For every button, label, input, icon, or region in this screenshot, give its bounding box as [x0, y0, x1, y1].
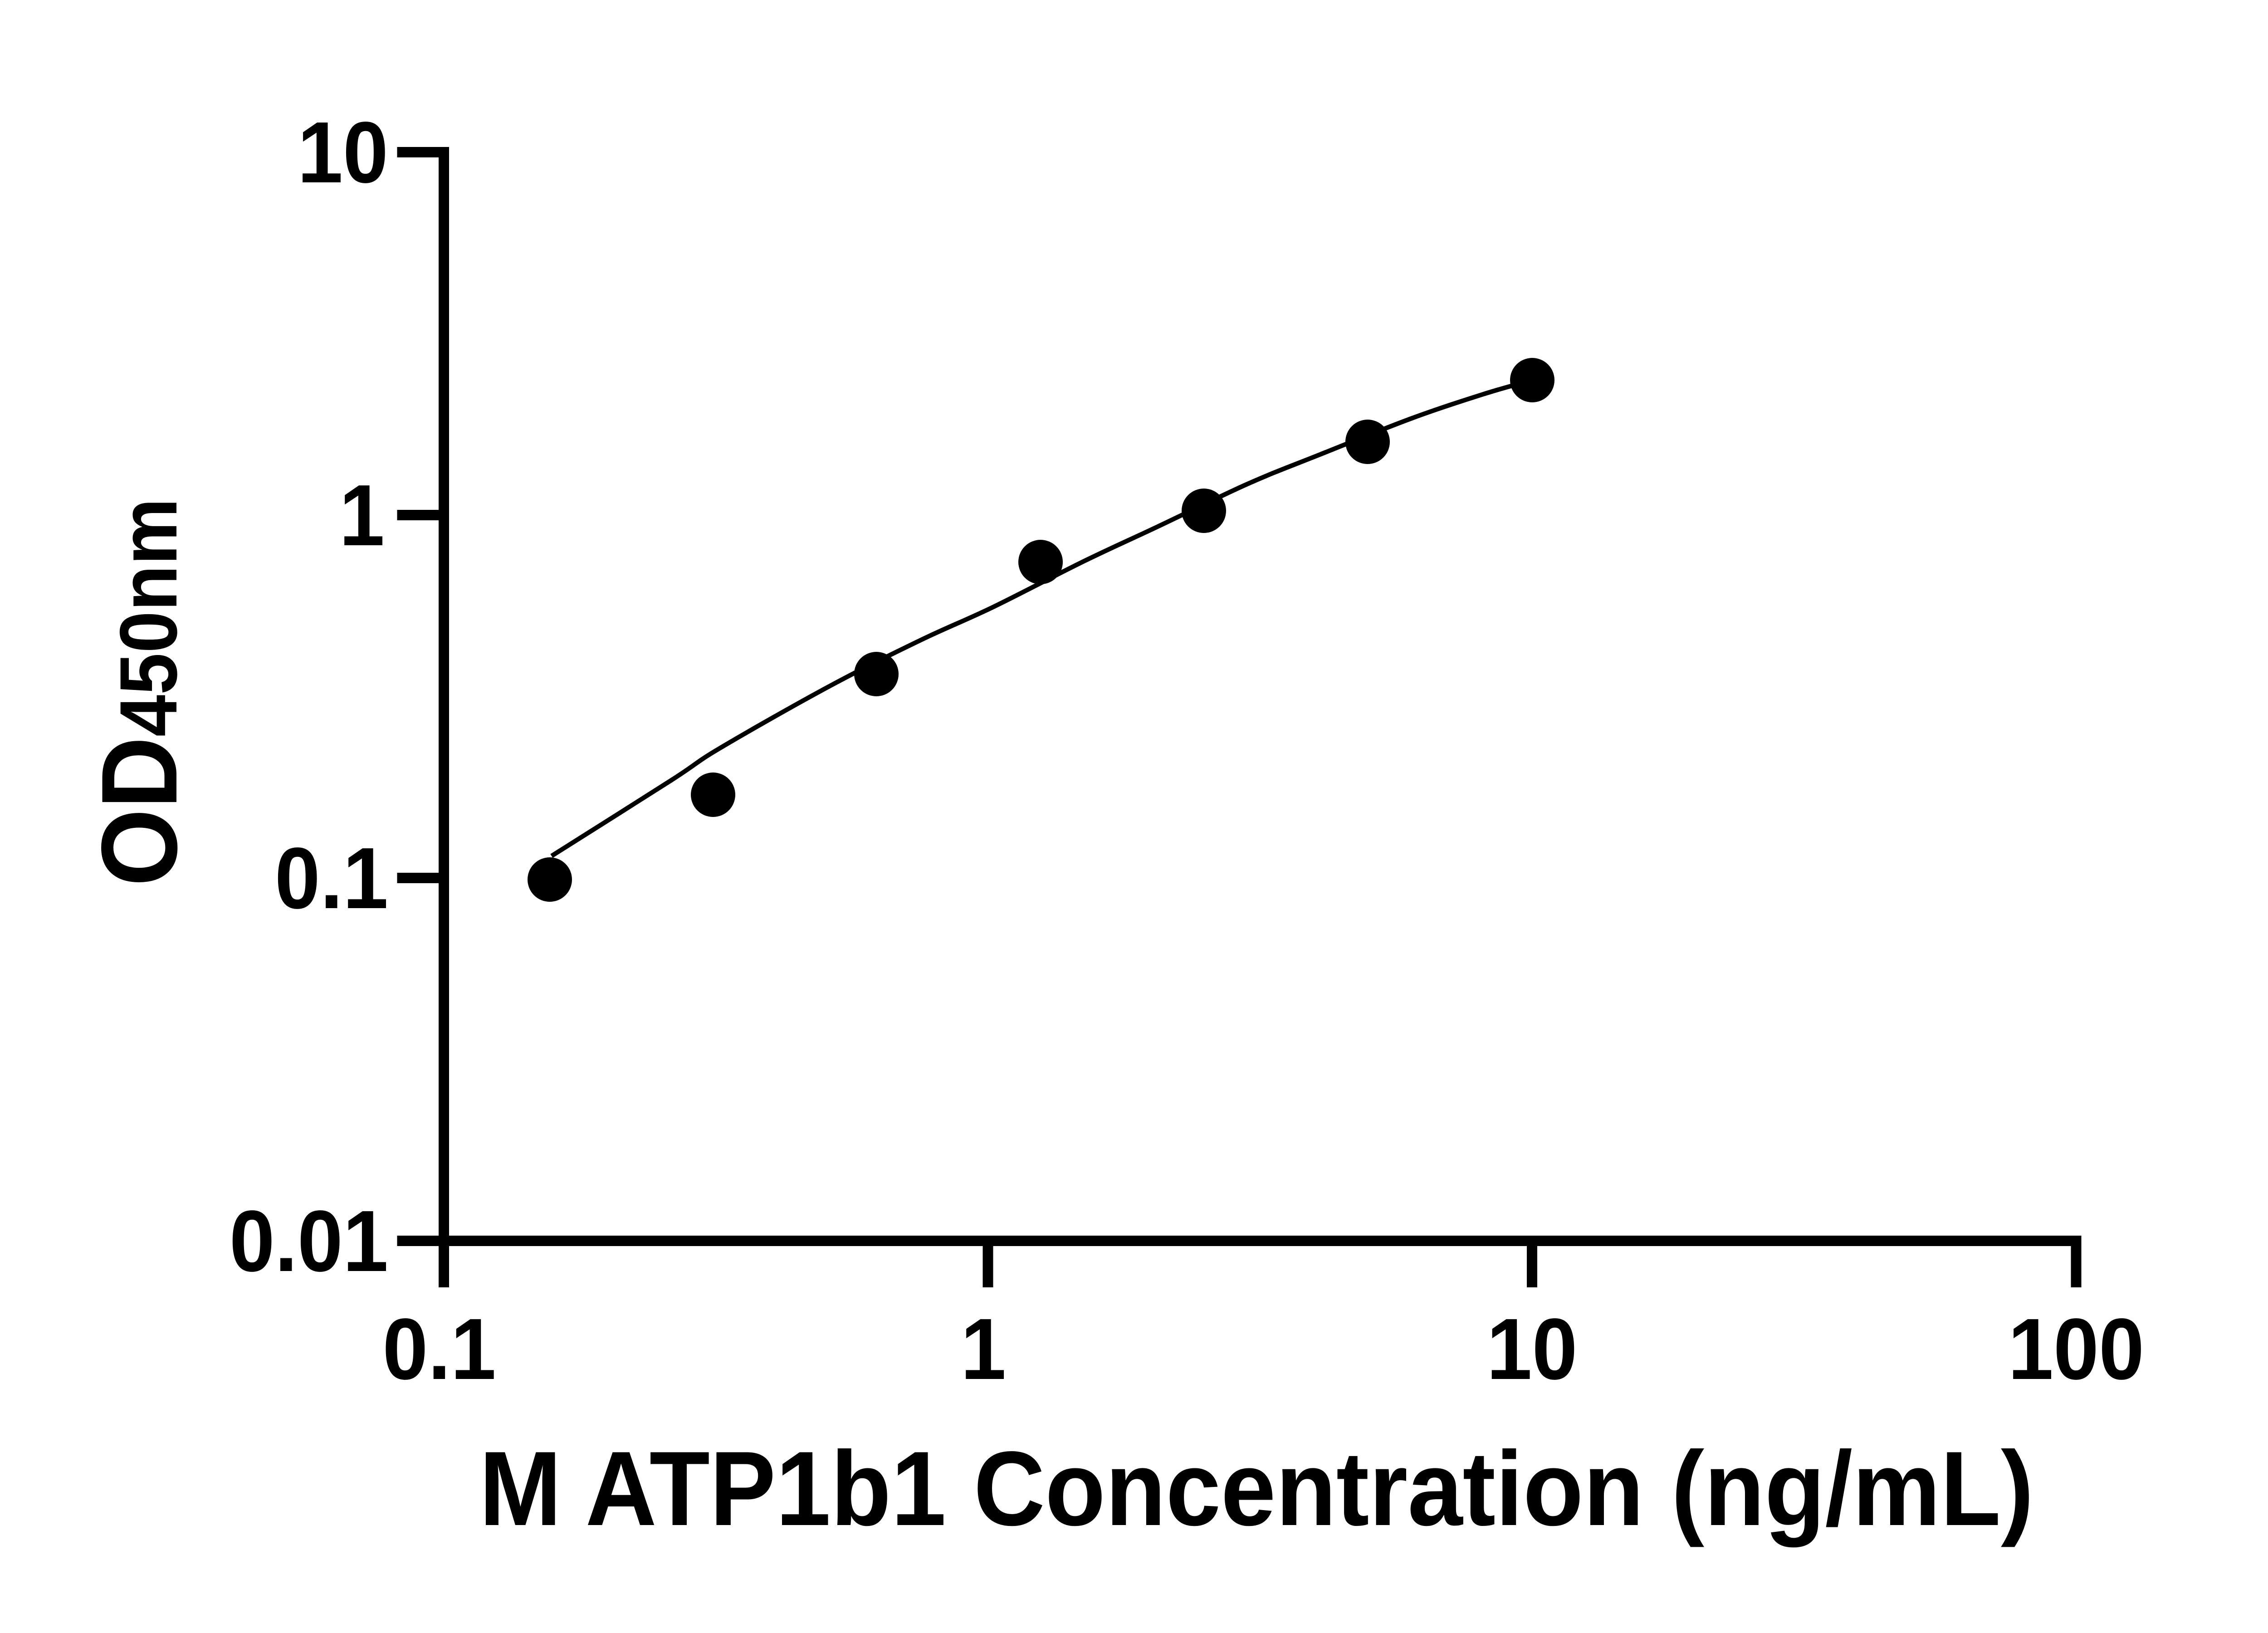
svg-text:0.01: 0.01: [230, 1193, 388, 1290]
svg-text:0.1: 0.1: [275, 830, 388, 927]
svg-text:1: 1: [339, 467, 385, 564]
svg-text:1: 1: [961, 1301, 1006, 1398]
svg-text:10: 10: [298, 104, 388, 201]
svg-text:0.1: 0.1: [382, 1301, 496, 1398]
svg-text:10: 10: [1486, 1301, 1577, 1398]
svg-text:OD450nm: OD450nm: [79, 498, 200, 886]
svg-text:100: 100: [2008, 1301, 2144, 1398]
svg-text:M ATP1b1 Concentration (ng/mL): M ATP1b1 Concentration (ng/mL): [479, 1429, 2033, 1547]
